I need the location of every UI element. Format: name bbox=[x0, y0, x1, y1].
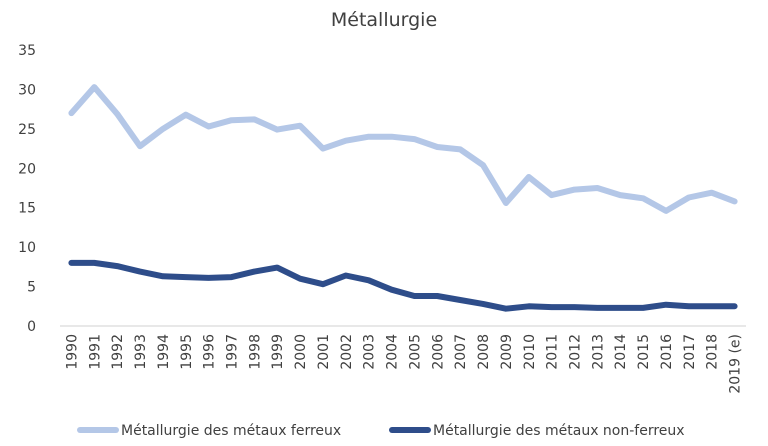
x-tick-label: 1994 bbox=[156, 334, 172, 370]
x-tick-label: 2001 bbox=[316, 334, 332, 370]
x-tick-label: 2019 (e) bbox=[728, 334, 744, 394]
x-tick-label: 1991 bbox=[87, 334, 103, 370]
x-tick-label: 2003 bbox=[362, 334, 378, 370]
y-tick-label: 10 bbox=[18, 240, 36, 256]
x-tick-label: 2015 bbox=[636, 334, 652, 370]
series-group bbox=[68, 84, 738, 312]
y-tick-label: 25 bbox=[18, 122, 36, 138]
x-tick-label: 2010 bbox=[522, 334, 538, 370]
x-tick-label: 1992 bbox=[110, 334, 126, 370]
y-tick-label: 0 bbox=[27, 319, 36, 335]
x-tick-label: 2008 bbox=[476, 334, 492, 370]
x-tick-label: 2002 bbox=[339, 334, 355, 370]
y-tick-label: 5 bbox=[27, 280, 36, 296]
y-tick-label: 35 bbox=[18, 43, 36, 59]
x-axis: 1990 1991 1992 1993 1994 1995 1996 1997 1998 1999… bbox=[60, 325, 746, 394]
x-tick-label: 2018 bbox=[705, 334, 721, 370]
x-tick-label: 2011 bbox=[545, 334, 561, 370]
x-tick-label: 2013 bbox=[590, 334, 606, 370]
chart-title: Métallurgie bbox=[331, 9, 437, 31]
x-tick-label: 2012 bbox=[568, 334, 584, 370]
x-tick-label: 2000 bbox=[293, 334, 309, 370]
y-axis: 0 5 10 15 20 25 30 35 bbox=[18, 43, 36, 335]
x-tick-label: 1993 bbox=[133, 334, 149, 370]
x-tick-label: 1990 bbox=[64, 334, 80, 370]
x-tick-label: 1999 bbox=[270, 334, 286, 370]
x-tick-label: 2006 bbox=[430, 334, 446, 370]
x-tick-label: 1998 bbox=[247, 334, 263, 370]
x-tick-label: 1997 bbox=[225, 334, 241, 370]
y-tick-label: 30 bbox=[18, 82, 36, 98]
x-tick-label: 2005 bbox=[407, 334, 423, 370]
x-tick-label: 2014 bbox=[613, 334, 629, 370]
legend-label-2: Métallurgie des métaux non-ferreux bbox=[433, 423, 685, 439]
legend: Métallurgie des métaux ferreux Métallurgi… bbox=[77, 423, 685, 439]
x-tick-label: 1996 bbox=[202, 334, 218, 370]
x-tick-label: 2017 bbox=[682, 334, 698, 370]
legend-label-1: Métallurgie des métaux ferreux bbox=[121, 423, 341, 439]
x-tick-label: 2009 bbox=[499, 334, 515, 370]
series-line-1 bbox=[68, 84, 738, 214]
series-line-2 bbox=[68, 259, 738, 312]
y-tick-label: 20 bbox=[18, 161, 36, 177]
x-tick-label: 2016 bbox=[659, 334, 675, 370]
x-tick-label: 1995 bbox=[179, 334, 195, 370]
y-tick-label: 15 bbox=[18, 201, 36, 217]
x-tick-label: 2007 bbox=[453, 334, 469, 370]
x-tick-label: 2004 bbox=[385, 334, 401, 370]
